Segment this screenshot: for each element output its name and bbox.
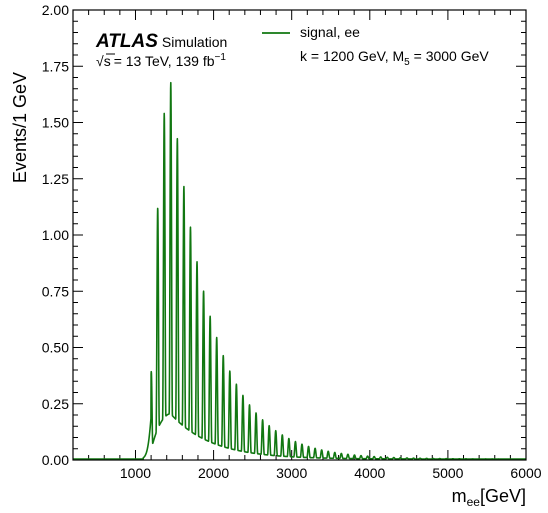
y-tick-label: 0.50 (42, 340, 69, 356)
y-tick-label: 1.00 (42, 227, 69, 243)
y-tick-label: 2.00 (42, 2, 69, 18)
x-tick-label: 3000 (276, 465, 307, 481)
y-tick-label: 1.25 (42, 171, 69, 187)
x-tick-label: 2000 (198, 465, 229, 481)
x-axis-title-base: m (452, 486, 467, 506)
atlas-label: ATLAS Simulation (95, 31, 227, 52)
x-axis-title-unit: [GeV] (480, 486, 526, 506)
y-axis-title: Events/1 GeV (10, 72, 30, 183)
simulation-label: Simulation (162, 34, 227, 50)
params-subscript: 5 (404, 57, 410, 68)
y-tick-label: 0.75 (42, 283, 69, 299)
s-letter: s (104, 53, 111, 69)
x-axis-ticks: 1000 2000 3000 4000 5000 6000 (88, 10, 542, 481)
x-tick-label: 4000 (354, 465, 385, 481)
y-tick-label: 1.75 (42, 58, 69, 74)
model-params-label: k = 1200 GeV, M5 = 3000 GeV (300, 48, 489, 68)
sqrt-symbol: √ (96, 53, 104, 69)
params-k: k = 1200 GeV, M (300, 48, 404, 64)
signal-ee-line (72, 81, 527, 460)
legend-label: signal, ee (300, 24, 360, 40)
x-axis-title-subscript: ee (467, 495, 481, 509)
energy-text: = 13 TeV, 139 fb (114, 53, 215, 69)
x-tick-label: 5000 (432, 465, 463, 481)
x-tick-label: 6000 (510, 465, 541, 481)
x-axis-title: mee[GeV] (452, 486, 526, 509)
plot-frame (72, 9, 527, 461)
x-tick-label: 1000 (120, 465, 151, 481)
params-rest: = 3000 GeV (410, 48, 490, 64)
y-tick-label: 0.00 (42, 452, 69, 468)
y-tick-label: 1.50 (42, 115, 69, 131)
y-tick-label: 0.25 (42, 396, 69, 412)
lumi-superscript: −1 (215, 52, 227, 63)
energy-lumi-label: √s = 13 TeV, 139 fb−1 (96, 52, 226, 69)
atlas-logo-text: ATLAS (95, 31, 158, 52)
y-axis-ticks: 0.00 0.25 0.50 0.75 1.00 1.25 1.50 1.75 2.00 (42, 2, 526, 468)
